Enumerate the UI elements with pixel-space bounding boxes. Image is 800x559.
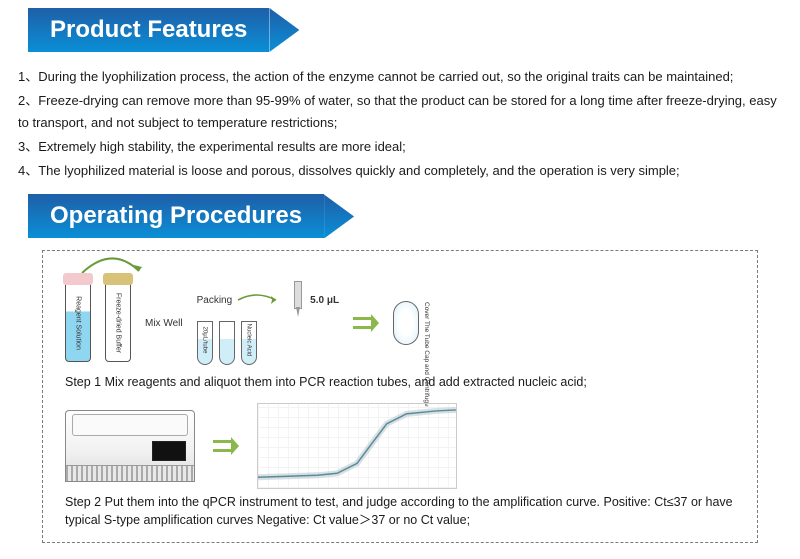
features-list: 1、During the lyophilization process, the…	[18, 66, 782, 182]
step2-diagram	[65, 403, 735, 489]
buffer-tube-label: Freeze-dried Buffer	[115, 293, 122, 353]
arc-arrow-icon	[77, 251, 147, 275]
feature-item: 3、Extremely high stability, the experime…	[18, 136, 782, 158]
double-arrow-icon	[213, 439, 239, 453]
pipette-value: 5.0 μL	[310, 295, 339, 306]
pipette-icon	[288, 281, 306, 319]
procedures-box: Reagent Solution Freeze-dried Buffer Mix…	[42, 250, 758, 543]
centrifuge-label: Cover The Tube Cap and Centrifuge	[423, 302, 430, 407]
buffer-tube-icon: Freeze-dried Buffer	[105, 284, 131, 362]
packing-label: Packing	[197, 295, 233, 306]
feature-item: 4、The lyophilized material is loose and …	[18, 160, 782, 182]
mixwell-label: Mix Well	[145, 318, 183, 329]
reagent-tube-label: Reagent Solution	[75, 297, 82, 351]
step2-text: Step 2 Put them into the qPCR instrument…	[65, 495, 735, 528]
double-arrow-icon	[353, 316, 379, 330]
pcr-tube-icon	[219, 321, 235, 365]
amplification-curve-chart	[257, 403, 457, 489]
features-banner-text: Product Features	[50, 16, 247, 43]
feature-item: 2、Freeze-drying can remove more than 95-…	[18, 90, 782, 134]
reagent-tube-icon: Reagent Solution	[65, 284, 91, 362]
pcr-tube-icon: Nucleic Acid	[241, 321, 257, 365]
step1-diagram: Reagent Solution Freeze-dried Buffer Mix…	[65, 265, 735, 365]
qpcr-instrument-icon	[65, 410, 195, 482]
packing-arrow-icon	[236, 292, 284, 308]
feature-item: 1、During the lyophilization process, the…	[18, 66, 782, 88]
procedures-banner-text: Operating Procedures	[50, 202, 302, 229]
centrifuge-tube-icon: Cover The Tube Cap and Centrifuge	[393, 301, 419, 345]
features-banner: Product Features	[28, 8, 269, 52]
procedures-banner: Operating Procedures	[28, 194, 324, 238]
step1-text: Step 1 Mix reagents and aliquot them int…	[65, 375, 735, 389]
pcr-tube-icon: 20μL/tube	[197, 321, 213, 365]
